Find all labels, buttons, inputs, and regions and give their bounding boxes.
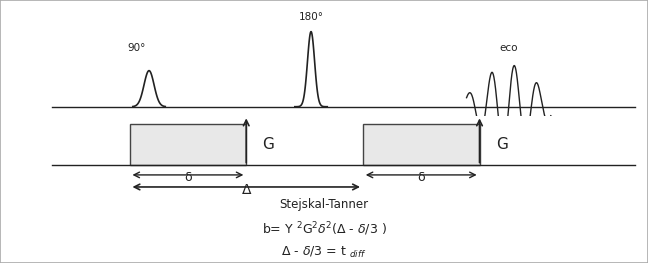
Bar xyxy=(130,124,246,165)
Text: G: G xyxy=(496,137,507,152)
Bar xyxy=(363,124,480,165)
Text: 90°: 90° xyxy=(127,43,145,53)
Text: b= Y $^2$G$^2$$\delta$$^2$($\Delta$ - $\delta$/3 ): b= Y $^2$G$^2$$\delta$$^2$($\Delta$ - $\… xyxy=(262,220,386,238)
Text: $\Delta$ - $\delta$/3 = t $_{diff}$: $\Delta$ - $\delta$/3 = t $_{diff}$ xyxy=(281,245,367,260)
Text: G: G xyxy=(262,137,274,152)
Text: Stejskal-Tanner: Stejskal-Tanner xyxy=(279,198,369,211)
Text: Δ: Δ xyxy=(242,183,251,196)
Text: eco: eco xyxy=(500,43,518,53)
Text: δ: δ xyxy=(184,171,192,184)
Text: 180°: 180° xyxy=(299,12,323,22)
Text: δ: δ xyxy=(417,171,425,184)
